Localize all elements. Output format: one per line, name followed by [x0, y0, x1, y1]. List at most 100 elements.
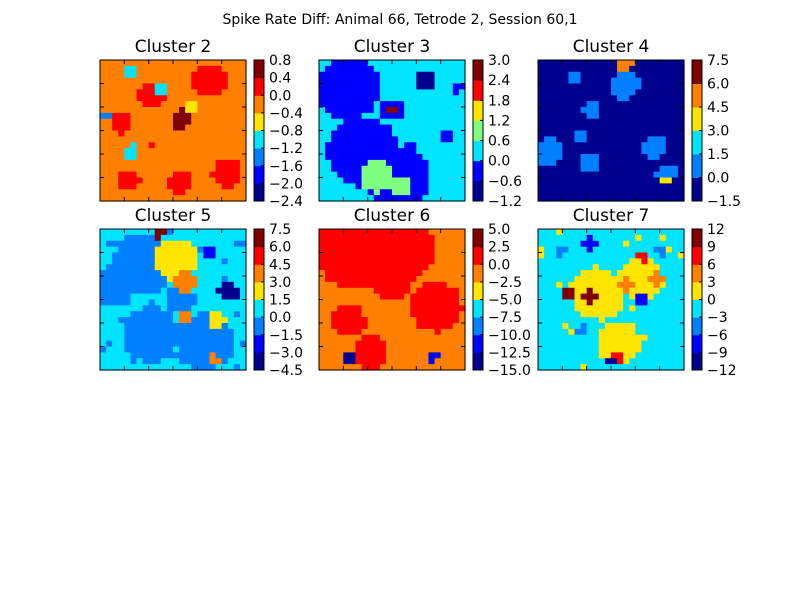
heat-cell [586, 240, 594, 248]
heat-cell [665, 234, 673, 242]
heat-cell [373, 323, 381, 330]
heat-cell [623, 340, 630, 348]
heat-cell [598, 124, 606, 132]
heat-cell [118, 252, 125, 259]
colorbar-tick-label: 1.2 [488, 113, 510, 129]
heat-cell [227, 195, 235, 202]
heat-cell [215, 159, 223, 167]
heat-cell [611, 183, 618, 190]
heat-cell [100, 311, 107, 318]
heat-cell [106, 276, 113, 283]
heat-cell [148, 130, 156, 137]
heat-cell [325, 352, 332, 359]
heat-cell [227, 334, 235, 342]
heat-cell [319, 281, 326, 289]
heat-cell [641, 107, 649, 114]
heat-cell [550, 299, 557, 306]
heat-cell [410, 252, 417, 259]
heat-cell [434, 71, 442, 79]
heat-cell [452, 240, 460, 248]
heat-cell [379, 334, 387, 342]
heat-cell [671, 89, 679, 96]
heat-cell [379, 317, 387, 324]
heat-cell [458, 171, 466, 179]
heat-cell [185, 258, 192, 265]
heat-cell [428, 183, 436, 190]
heat-cell [319, 165, 326, 173]
colorbar-band [473, 180, 483, 202]
heat-cell [404, 112, 411, 120]
heat-cell [611, 95, 618, 102]
heat-cell [239, 352, 247, 359]
heat-cell [337, 311, 344, 318]
heat-cell [604, 95, 612, 102]
colorbar-tick-label: 2.4 [488, 73, 510, 89]
heat-cell [452, 299, 460, 306]
heat-cell [677, 124, 685, 132]
heat-cell [154, 364, 162, 371]
heat-cell [124, 77, 132, 85]
heat-cell [130, 281, 138, 289]
heat-cell [379, 264, 387, 271]
heat-cell [629, 293, 636, 301]
heat-cell [355, 124, 363, 132]
heat-cell [239, 154, 247, 161]
heat-cell [154, 229, 162, 236]
heat-cell [677, 240, 685, 248]
heat-cell [556, 305, 563, 312]
heat-cell [422, 317, 430, 324]
heat-cell [568, 60, 576, 67]
heat-cell [221, 171, 229, 179]
heat-cell [623, 177, 630, 184]
colorbar-band [473, 80, 483, 101]
heat-cell [361, 328, 369, 336]
heat-cell [416, 159, 424, 167]
heat-cell [233, 270, 241, 277]
heat-cell [550, 83, 557, 90]
heat-cell [361, 287, 369, 295]
heat-cell [173, 142, 180, 149]
heat-cell [185, 183, 192, 190]
heat-cell [130, 299, 138, 306]
heat-cell [331, 60, 338, 67]
heat-cell [191, 142, 198, 149]
heat-cell [331, 293, 338, 301]
heat-cell [404, 340, 411, 348]
heat-cell [556, 165, 563, 173]
heat-cell [173, 130, 180, 137]
heat-cell [623, 195, 630, 202]
heat-cell [136, 240, 144, 248]
heat-cell [544, 299, 551, 306]
heat-cell [446, 311, 454, 318]
heat-cell [398, 334, 405, 342]
heat-cell [641, 317, 649, 324]
heat-cell [635, 229, 643, 236]
heat-cell [410, 305, 417, 312]
heat-cell [239, 299, 247, 306]
heat-cell [574, 142, 582, 149]
heat-cell [106, 65, 113, 73]
heat-cell [422, 101, 430, 108]
heat-cell [440, 287, 448, 295]
heat-cell [422, 299, 430, 306]
heat-cell [556, 258, 563, 265]
heat-cell [337, 234, 344, 242]
heat-cell [337, 323, 344, 330]
heat-cell [665, 305, 673, 312]
heat-cell [635, 95, 643, 102]
heat-cell [604, 148, 612, 155]
heat-cell [422, 112, 430, 120]
heat-cell [142, 346, 150, 353]
heat-cell [130, 60, 138, 67]
heat-cell [142, 171, 150, 179]
heat-cell [452, 83, 460, 90]
heat-cell [319, 258, 326, 265]
heat-cell [446, 124, 454, 132]
heat-cell [337, 352, 344, 359]
heat-cell [191, 334, 198, 342]
heat-cell [100, 252, 107, 259]
heat-cell [604, 136, 612, 143]
heat-cell [118, 299, 125, 306]
heat-cell [197, 101, 205, 108]
heat-cell [592, 118, 600, 126]
